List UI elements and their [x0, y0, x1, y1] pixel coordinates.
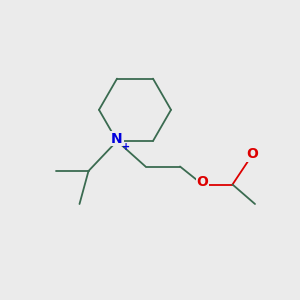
- Text: +: +: [122, 142, 130, 152]
- Text: O: O: [246, 148, 258, 161]
- Text: N: N: [111, 132, 123, 145]
- Text: O: O: [196, 175, 208, 189]
